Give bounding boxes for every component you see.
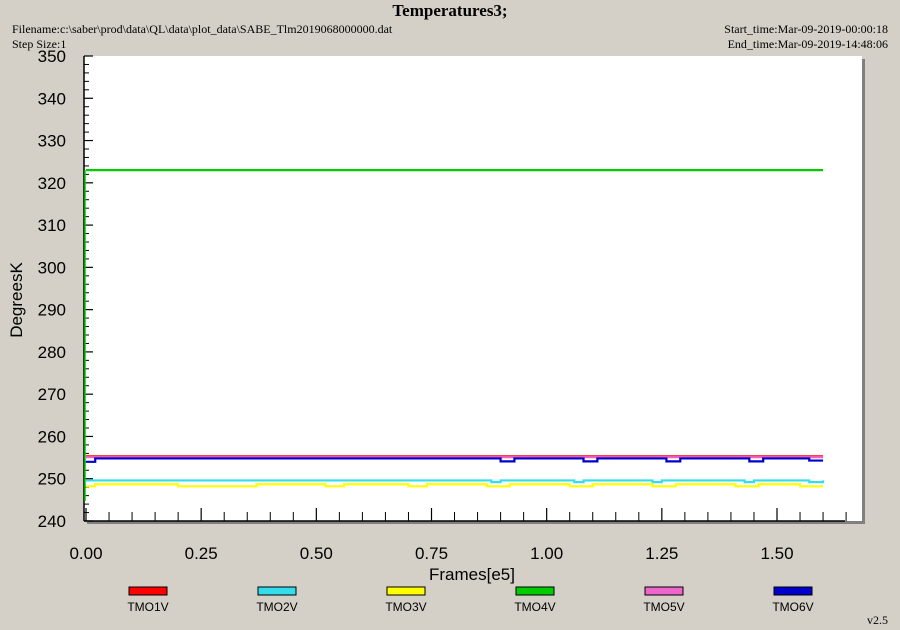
series-line-tmo6v [86,457,824,463]
series-layer [84,169,825,501]
x-tick-label: 0.75 [415,544,448,563]
legend: TMO1V TMO2V TMO3V TMO4V TMO5V TMO6V [127,586,814,614]
x-tick-label: 1.00 [530,544,563,563]
start-time-text: Start_time:Mar-09-2019-00:00:18 [724,22,888,36]
x-axis-title: Frames[e5] [429,565,515,584]
x-tick-label: 0.00 [69,544,102,563]
legend-swatch-tmo4v [515,586,555,596]
x-tick-label: 1.50 [760,544,793,563]
y-tick-label: 310 [38,216,66,235]
y-axis-title: DegreesK [7,262,26,338]
legend-swatch-tmo6v [773,586,813,596]
y-tick-label: 300 [38,258,66,277]
x-tick-label: 0.50 [300,544,333,563]
legend-label-tmo1v: TMO1V [127,600,168,614]
y-tick-label: 290 [38,301,66,320]
y-tick-label: 350 [38,47,66,66]
y-tick-label: 240 [38,512,66,531]
file-info: Filename:c:\saber\prod\data\QL\data\plot… [12,22,392,52]
version-label: v2.5 [867,613,888,627]
step-size-text: Step Size:1 [12,37,67,51]
filename-text: Filename:c:\saber\prod\data\QL\data\plot… [12,22,393,36]
legend-swatch-tmo2v [257,586,297,596]
x-axis-ticks: 0.00 0.25 0.50 0.75 1.00 1.25 1.50 [69,508,847,563]
legend-swatch-tmo5v [644,586,684,596]
plot-area [84,56,862,521]
y-tick-label: 270 [38,385,66,404]
legend-swatch-tmo1v [128,586,168,596]
legend-label-tmo5v: TMO5V [643,600,684,614]
y-tick-label: 250 [38,470,66,489]
y-tick-label: 260 [38,427,66,446]
y-tick-label: 320 [38,174,66,193]
legend-label-tmo4v: TMO4V [514,600,555,614]
legend-label-tmo6v: TMO6V [772,600,813,614]
legend-swatch-tmo3v [386,586,426,596]
time-info: Start_time:Mar-09-2019-00:00:18 End_time… [724,22,888,52]
x-tick-label: 1.25 [645,544,678,563]
legend-label-tmo2v: TMO2V [256,600,297,614]
x-tick-label: 0.25 [185,544,218,563]
chart-title: Temperatures3; [392,1,508,20]
y-axis-ticks: 240 250 260 270 280 290 300 310 320 330 340 350 [38,47,93,531]
y-tick-label: 340 [38,89,66,108]
series-line-tmo2v [86,479,825,484]
end-time-text: End_time:Mar-09-2019-14:48:06 [727,37,888,51]
y-tick-label: 330 [38,132,66,151]
legend-label-tmo3v: TMO3V [385,600,426,614]
y-tick-label: 280 [38,343,66,362]
series-line-tmo3v [86,483,824,488]
